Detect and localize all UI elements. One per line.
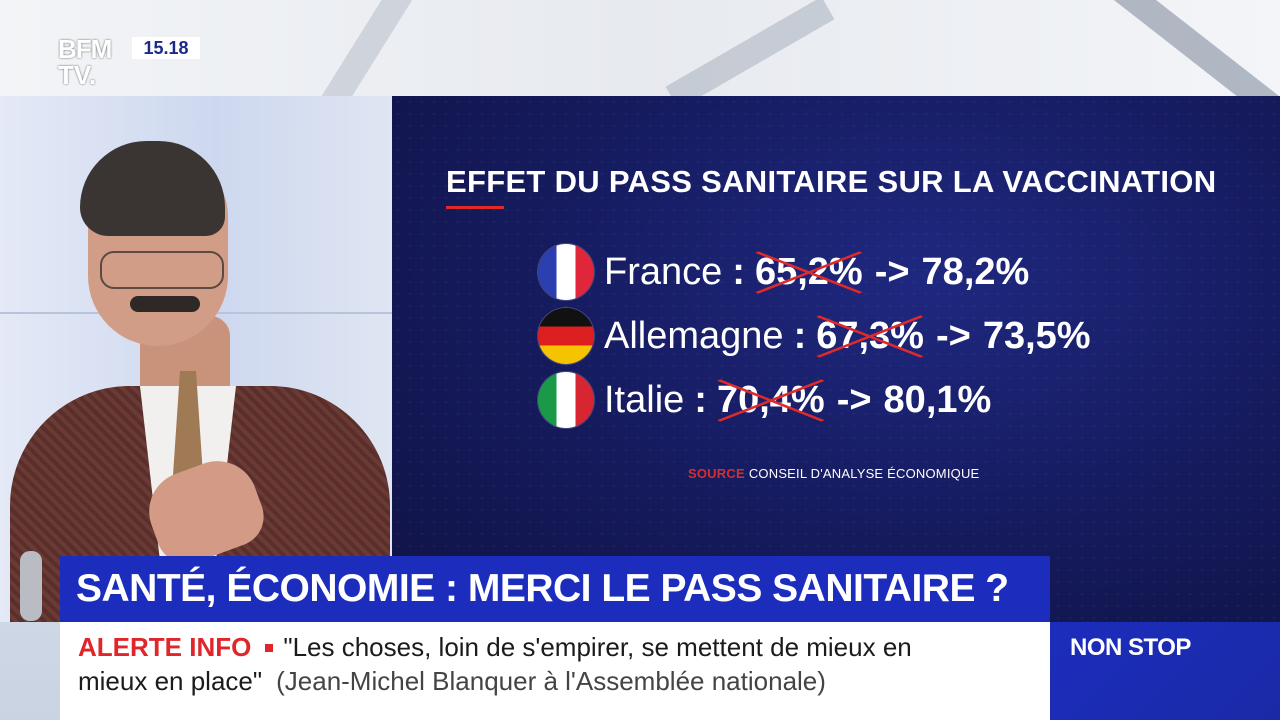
- logo-line2: TV.: [58, 60, 97, 90]
- country-row-germany: Allemagne : 67,3% -> 73,5%: [538, 308, 1091, 364]
- source-label: SOURCE: [688, 466, 745, 481]
- source-text: CONSEIL D'ANALYSE ÉCONOMIQUE: [748, 466, 980, 481]
- headline-bar: SANTÉ, ÉCONOMIE : MERCI LE PASS SANITAIR…: [60, 556, 1050, 622]
- old-value: 70,4%: [717, 379, 825, 422]
- separator: :: [732, 250, 745, 293]
- presenter-moustache: [130, 296, 200, 312]
- country-row-france: France : 65,2% -> 78,2%: [538, 244, 1029, 300]
- ticker-quote-line1: "Les choses, loin de s'empirer, se mette…: [283, 632, 912, 662]
- new-value: 78,2%: [921, 250, 1030, 293]
- new-value: 80,1%: [883, 378, 992, 421]
- news-ticker: ALERTE INFO "Les choses, loin de s'empire…: [60, 622, 1050, 720]
- graphic-texture: [392, 96, 1280, 622]
- ticker-line1: ALERTE INFO "Les choses, loin de s'empire…: [78, 632, 912, 663]
- ticker-quote-line2: mieux en place": [78, 666, 263, 696]
- arrow: ->: [874, 250, 910, 293]
- country-row-italy: Italie : 70,4% -> 80,1%: [538, 372, 991, 428]
- germany-flag-icon: [538, 308, 594, 364]
- france-flag-icon: [538, 244, 594, 300]
- strikethrough-icon: [717, 378, 825, 422]
- italy-flag-icon: [538, 372, 594, 428]
- new-value: 73,5%: [982, 314, 1091, 357]
- graphic-source: SOURCE CONSEIL D'ANALYSE ÉCONOMIQUE: [688, 466, 979, 481]
- title-underline: [446, 206, 504, 209]
- country-name: Italie: [604, 378, 685, 421]
- channel-logo: BFM TV.: [58, 36, 128, 94]
- presenter: [0, 96, 392, 622]
- strikethrough-icon: [816, 314, 924, 358]
- alert-label: ALERTE INFO: [78, 632, 252, 662]
- logo-line1: BFM: [58, 34, 112, 64]
- microphone: [20, 551, 42, 621]
- presenter-glasses: [100, 251, 224, 289]
- country-name: Allemagne: [604, 314, 784, 357]
- country-name: France: [604, 250, 723, 293]
- strikethrough-icon: [755, 250, 863, 294]
- arrow: ->: [836, 378, 872, 421]
- alert-square-icon: [265, 644, 274, 652]
- non-stop-badge: NON STOP: [1050, 622, 1280, 720]
- graphic-title: EFFET DU PASS SANITAIRE SUR LA VACCINATI…: [446, 164, 1217, 199]
- headline-text: SANTÉ, ÉCONOMIE : MERCI LE PASS SANITAIR…: [76, 567, 1009, 610]
- non-stop-label: NON STOP: [1070, 634, 1191, 661]
- old-value: 67,3%: [816, 315, 924, 358]
- vaccination-graphic: EFFET DU PASS SANITAIRE SUR LA VACCINATI…: [392, 96, 1280, 622]
- on-air-clock: 15.18: [132, 37, 200, 59]
- studio-wall: [0, 0, 1280, 96]
- ticker-attribution: (Jean-Michel Blanquer à l'Assemblée nati…: [276, 666, 826, 696]
- ticker-line2: mieux en place" (Jean-Michel Blanquer à l…: [78, 666, 826, 697]
- separator: :: [694, 378, 707, 421]
- separator: :: [793, 314, 807, 357]
- presenter-hair: [80, 141, 225, 236]
- arrow: ->: [935, 314, 971, 357]
- old-value: 65,2%: [755, 251, 863, 294]
